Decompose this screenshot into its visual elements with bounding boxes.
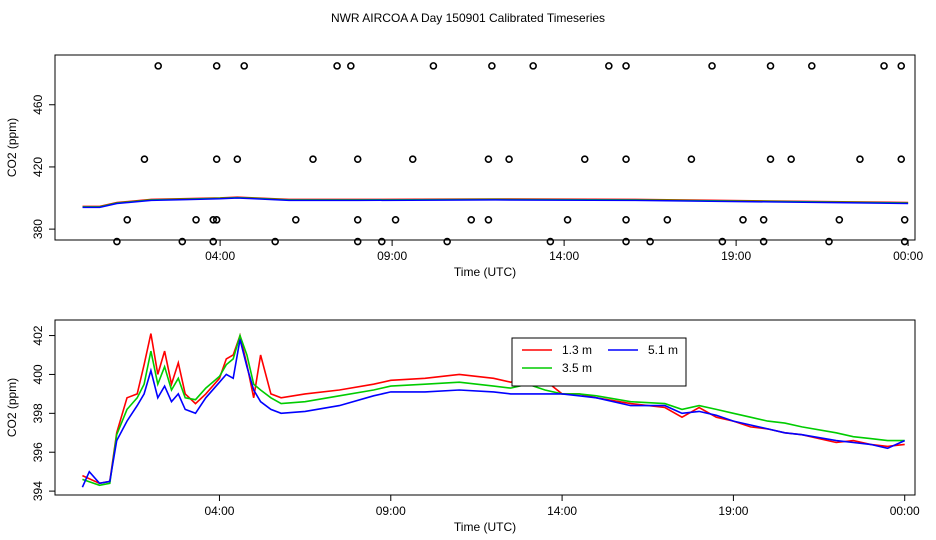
data-point-circle xyxy=(529,62,537,70)
data-point-circle xyxy=(646,237,654,246)
data-point-circle xyxy=(192,215,200,224)
data-point-circle xyxy=(622,237,630,246)
data-point-circle xyxy=(484,155,493,163)
y-tick-label: 402 xyxy=(31,325,45,345)
data-point-circle xyxy=(687,155,696,163)
x-tick-label: 14:00 xyxy=(549,249,579,263)
data-point-circle xyxy=(505,155,513,163)
data-point-circle xyxy=(880,62,888,70)
y-axis-label: CO2 (ppm) xyxy=(5,118,19,177)
data-point-circle xyxy=(622,215,630,224)
data-point-circle xyxy=(897,155,906,163)
data-point-circle xyxy=(766,155,775,163)
x-tick-label: 19:00 xyxy=(718,504,748,518)
data-point-circle xyxy=(856,155,864,163)
data-point-circle xyxy=(488,62,496,70)
y-axis-label: CO2 (ppm) xyxy=(5,378,19,437)
data-point-circle xyxy=(759,215,768,224)
data-point-circle xyxy=(718,237,727,246)
data-point-circle xyxy=(835,215,844,224)
data-point-circle xyxy=(563,215,572,224)
x-tick-label: 19:00 xyxy=(721,249,751,263)
x-tick-label: 04:00 xyxy=(205,249,235,263)
data-point-circle xyxy=(484,215,493,224)
series-line-13m xyxy=(82,332,905,485)
data-point-circle xyxy=(377,237,386,246)
x-tick-label: 14:00 xyxy=(547,504,577,518)
data-point-circle xyxy=(212,155,221,163)
y-tick-label: 380 xyxy=(31,219,45,239)
data-point-circle xyxy=(123,215,132,224)
y-tick-label: 460 xyxy=(31,94,45,114)
data-point-circle xyxy=(900,237,909,246)
y-tick-label: 420 xyxy=(31,157,45,177)
x-tick-label: 09:00 xyxy=(376,504,406,518)
data-point-circle xyxy=(825,237,833,246)
data-point-circle xyxy=(663,215,672,224)
data-point-circle xyxy=(897,62,906,70)
data-point-circle xyxy=(154,62,162,70)
plot-frame xyxy=(54,54,916,241)
data-point-circle xyxy=(113,237,121,246)
data-point-circle xyxy=(622,155,630,163)
data-point-circle xyxy=(309,155,317,163)
x-axis-label: Time (UTC) xyxy=(454,265,516,279)
data-point-circle xyxy=(209,237,218,246)
data-point-circle xyxy=(391,215,400,224)
legend-label: 3.5 m xyxy=(562,361,592,375)
data-point-circle xyxy=(271,237,279,246)
data-point-circle xyxy=(605,62,613,70)
legend-label: 5.1 m xyxy=(648,343,678,357)
legend-label: 1.3 m xyxy=(562,343,592,357)
data-point-circle xyxy=(708,62,716,70)
x-tick-label: 09:00 xyxy=(377,249,407,263)
data-point-circle xyxy=(291,215,300,224)
data-point-circle xyxy=(333,62,341,70)
figure-title: NWR AIRCOA A Day 150901 Calibrated Times… xyxy=(331,11,605,25)
top-panel: 04:00 09:00 14:00 19:00 00:00 380 420 460 Time (… xyxy=(5,54,923,279)
data-point-circle xyxy=(429,62,438,70)
data-point-circle xyxy=(209,215,218,224)
legend-box xyxy=(511,337,687,387)
data-point-circle xyxy=(739,215,747,224)
bottom-panel: 04:00 09:00 14:00 19:00 00:00 394 396 398 400 402… xyxy=(5,319,920,534)
data-point-circle xyxy=(443,237,451,246)
data-point-circle xyxy=(240,62,248,70)
data-point-circle xyxy=(353,215,362,224)
series-line-35m xyxy=(82,333,905,487)
data-point-circle xyxy=(353,237,362,246)
series-line-51m xyxy=(82,197,909,209)
y-tick-label: 398 xyxy=(31,403,45,423)
x-tick-label: 00:00 xyxy=(893,249,923,263)
data-point-circle xyxy=(212,215,221,224)
y-tick-label: 394 xyxy=(31,481,45,501)
plot-frame xyxy=(54,319,916,496)
data-point-circle xyxy=(140,155,149,163)
data-point-circle xyxy=(622,62,630,70)
data-point-circle xyxy=(353,155,362,163)
data-point-circle xyxy=(178,237,187,246)
x-axis-label: Time (UTC) xyxy=(454,520,516,534)
x-tick-label: 04:00 xyxy=(204,504,234,518)
y-tick-label: 396 xyxy=(31,442,45,462)
data-point-circle xyxy=(347,62,355,70)
data-point-circle xyxy=(467,215,476,224)
data-point-circle xyxy=(546,237,555,246)
data-point-circle xyxy=(787,155,795,163)
y-tick-label: 400 xyxy=(31,364,45,384)
data-point-circle xyxy=(408,155,417,163)
data-point-circle xyxy=(233,155,242,163)
data-point-circle xyxy=(212,62,221,70)
data-point-circle xyxy=(807,62,816,70)
x-tick-label: 00:00 xyxy=(890,504,920,518)
data-point-circle xyxy=(766,62,775,70)
data-point-circle xyxy=(900,215,909,224)
series-line-51m xyxy=(81,339,906,488)
data-point-circle xyxy=(580,155,589,163)
data-point-circle xyxy=(759,237,768,246)
